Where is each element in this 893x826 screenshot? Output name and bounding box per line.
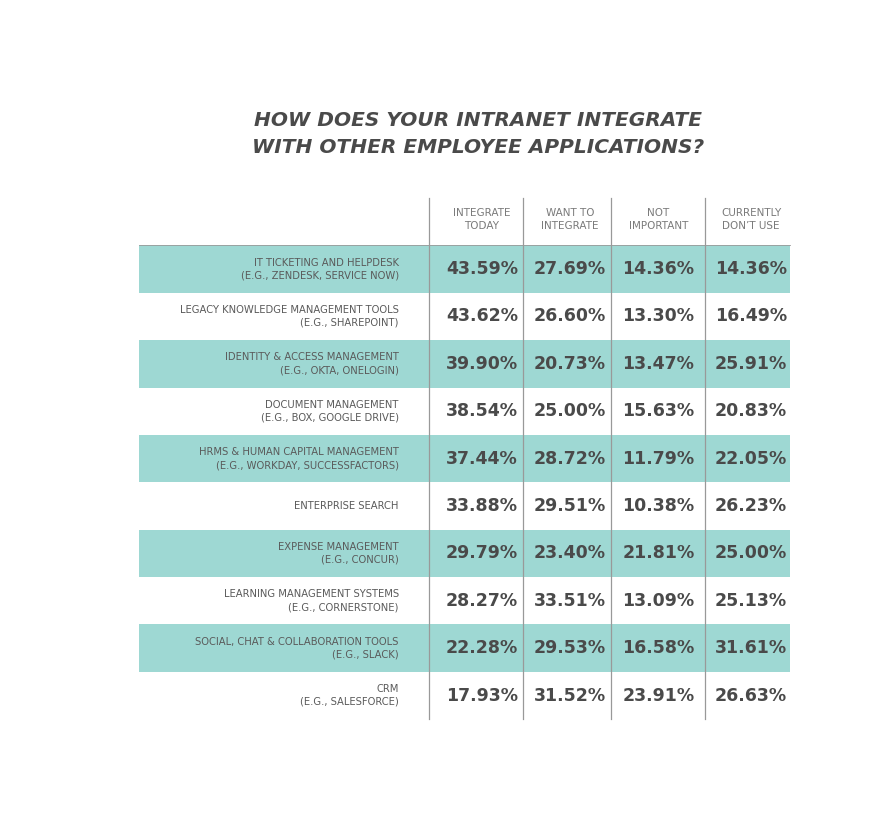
Text: 13.30%: 13.30% (622, 307, 695, 325)
Text: 31.61%: 31.61% (715, 639, 787, 657)
Text: EXPENSE MANAGEMENT
(E.G., CONCUR): EXPENSE MANAGEMENT (E.G., CONCUR) (279, 542, 399, 565)
Text: 31.52%: 31.52% (534, 686, 605, 705)
Text: 25.00%: 25.00% (715, 544, 788, 563)
Text: 26.60%: 26.60% (534, 307, 606, 325)
Bar (139, 340, 790, 387)
Text: 28.27%: 28.27% (446, 591, 518, 610)
Text: ENTERPRISE SEARCH: ENTERPRISE SEARCH (295, 501, 399, 511)
Text: CURRENTLY
DON’T USE: CURRENTLY DON’T USE (721, 207, 781, 230)
Text: 16.58%: 16.58% (622, 639, 695, 657)
Text: 10.38%: 10.38% (622, 497, 695, 515)
Text: IT TICKETING AND HELPDESK
(E.G., ZENDESK, SERVICE NOW): IT TICKETING AND HELPDESK (E.G., ZENDESK… (241, 258, 399, 281)
Text: 23.91%: 23.91% (622, 686, 695, 705)
Text: WANT TO
INTEGRATE: WANT TO INTEGRATE (541, 207, 598, 230)
Text: IDENTITY & ACCESS MANAGEMENT
(E.G., OKTA, ONELOGIN): IDENTITY & ACCESS MANAGEMENT (E.G., OKTA… (225, 353, 399, 375)
Text: 13.09%: 13.09% (622, 591, 695, 610)
Bar (139, 245, 790, 292)
Bar (139, 624, 790, 672)
Text: 37.44%: 37.44% (446, 449, 518, 468)
Text: 21.81%: 21.81% (622, 544, 695, 563)
Text: LEGACY KNOWLEDGE MANAGEMENT TOOLS
(E.G., SHAREPOINT): LEGACY KNOWLEDGE MANAGEMENT TOOLS (E.G.,… (180, 305, 399, 328)
Text: 20.83%: 20.83% (715, 402, 787, 420)
Text: 25.13%: 25.13% (715, 591, 787, 610)
Text: 16.49%: 16.49% (715, 307, 787, 325)
Text: 15.63%: 15.63% (622, 402, 695, 420)
Text: 25.91%: 25.91% (715, 355, 788, 373)
Text: 20.73%: 20.73% (534, 355, 605, 373)
Text: 14.36%: 14.36% (622, 260, 695, 278)
Text: INTEGRATE
TODAY: INTEGRATE TODAY (453, 207, 511, 230)
Text: 29.53%: 29.53% (534, 639, 605, 657)
Text: HOW DOES YOUR INTRANET INTEGRATE
WITH OTHER EMPLOYEE APPLICATIONS?: HOW DOES YOUR INTRANET INTEGRATE WITH OT… (253, 112, 705, 157)
Text: 33.51%: 33.51% (534, 591, 605, 610)
Text: 39.90%: 39.90% (446, 355, 518, 373)
Text: 11.79%: 11.79% (622, 449, 695, 468)
Text: 22.28%: 22.28% (446, 639, 518, 657)
Bar (139, 529, 790, 577)
Text: 28.72%: 28.72% (534, 449, 605, 468)
Text: 25.00%: 25.00% (534, 402, 606, 420)
Text: 33.88%: 33.88% (446, 497, 518, 515)
Text: 29.79%: 29.79% (446, 544, 518, 563)
Text: LEARNING MANAGEMENT SYSTEMS
(E.G., CORNERSTONE): LEARNING MANAGEMENT SYSTEMS (E.G., CORNE… (224, 590, 399, 612)
Text: 17.93%: 17.93% (446, 686, 518, 705)
Text: 26.63%: 26.63% (715, 686, 787, 705)
Text: 14.36%: 14.36% (715, 260, 787, 278)
Text: 23.40%: 23.40% (534, 544, 605, 563)
Text: 43.62%: 43.62% (446, 307, 518, 325)
Text: 38.54%: 38.54% (446, 402, 518, 420)
Text: DOCUMENT MANAGEMENT
(E.G., BOX, GOOGLE DRIVE): DOCUMENT MANAGEMENT (E.G., BOX, GOOGLE D… (261, 400, 399, 423)
Text: 29.51%: 29.51% (534, 497, 606, 515)
Text: 22.05%: 22.05% (715, 449, 788, 468)
Text: SOCIAL, CHAT & COLLABORATION TOOLS
(E.G., SLACK): SOCIAL, CHAT & COLLABORATION TOOLS (E.G.… (196, 637, 399, 660)
Text: 43.59%: 43.59% (446, 260, 518, 278)
Text: 26.23%: 26.23% (715, 497, 787, 515)
Text: CRM
(E.G., SALESFORCE): CRM (E.G., SALESFORCE) (300, 684, 399, 707)
Bar (139, 435, 790, 482)
Text: HRMS & HUMAN CAPITAL MANAGEMENT
(E.G., WORKDAY, SUCCESSFACTORS): HRMS & HUMAN CAPITAL MANAGEMENT (E.G., W… (199, 447, 399, 470)
Text: 13.47%: 13.47% (622, 355, 694, 373)
Text: 27.69%: 27.69% (534, 260, 605, 278)
Text: NOT
IMPORTANT: NOT IMPORTANT (629, 207, 688, 230)
